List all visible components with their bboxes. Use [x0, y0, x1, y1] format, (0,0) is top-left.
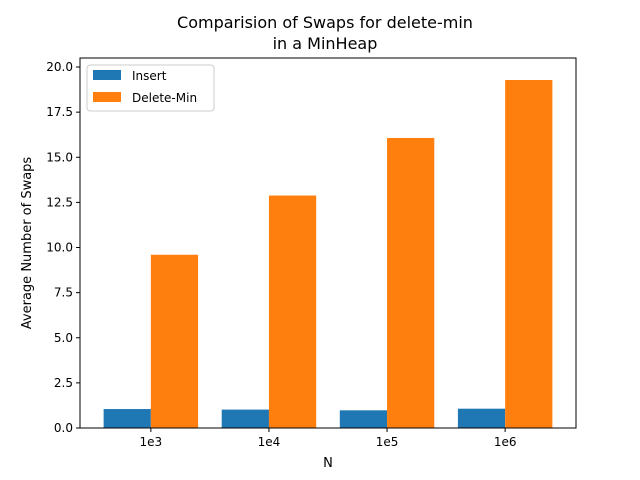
- axes-frame: [79, 57, 577, 429]
- y-axis-label: Average Number of Swaps: [20, 157, 35, 330]
- legend-label-delete-min: Delete-Min: [132, 91, 197, 105]
- y-tick-label: 7.5: [54, 286, 73, 300]
- y-tick-label: 10.0: [46, 241, 73, 255]
- x-tick-label: 1e6: [494, 435, 517, 449]
- bar-insert-1e3: [103, 409, 151, 428]
- y-tick-label: 2.5: [54, 376, 73, 390]
- chart-title-line-1: Comparision of Swaps for delete-min: [177, 13, 473, 32]
- legend: Insert Delete-Min: [86, 64, 215, 112]
- y-tick-label: 12.5: [46, 195, 73, 209]
- x-tick-label: 1e5: [376, 435, 399, 449]
- legend-swatch-delete-min: [93, 92, 121, 102]
- bar-delete-min-1e6: [505, 80, 553, 429]
- legend-swatch-insert: [93, 70, 121, 80]
- x-tick-label: 1e4: [258, 435, 281, 449]
- bars-group: [103, 80, 553, 429]
- x-axis-ticks: 1e3 1e4 1e5 1e6: [140, 428, 517, 449]
- bar-delete-min-1e4: [268, 195, 317, 428]
- x-axis-label: N: [323, 456, 333, 471]
- y-tick-label: 5.0: [54, 331, 73, 345]
- y-tick-label: 15.0: [46, 150, 73, 164]
- y-axis-ticks: 0.0 2.5 5.0 7.5 10.0 12.5 15.0 17.5 20.0: [46, 60, 80, 435]
- y-tick-label: 17.5: [46, 105, 73, 119]
- y-tick-label: 0.0: [54, 421, 73, 435]
- bar-delete-min-1e5: [387, 137, 435, 428]
- bar-insert-1e6: [457, 408, 506, 428]
- legend-label-insert: Insert: [132, 69, 167, 83]
- bar-delete-min-1e3: [150, 254, 199, 428]
- bar-insert-1e4: [221, 409, 269, 428]
- x-tick-label: 1e3: [140, 435, 163, 449]
- bar-insert-1e5: [339, 410, 388, 428]
- y-tick-label: 20.0: [46, 60, 73, 74]
- chart-title-line-2: in a MinHeap: [273, 34, 378, 53]
